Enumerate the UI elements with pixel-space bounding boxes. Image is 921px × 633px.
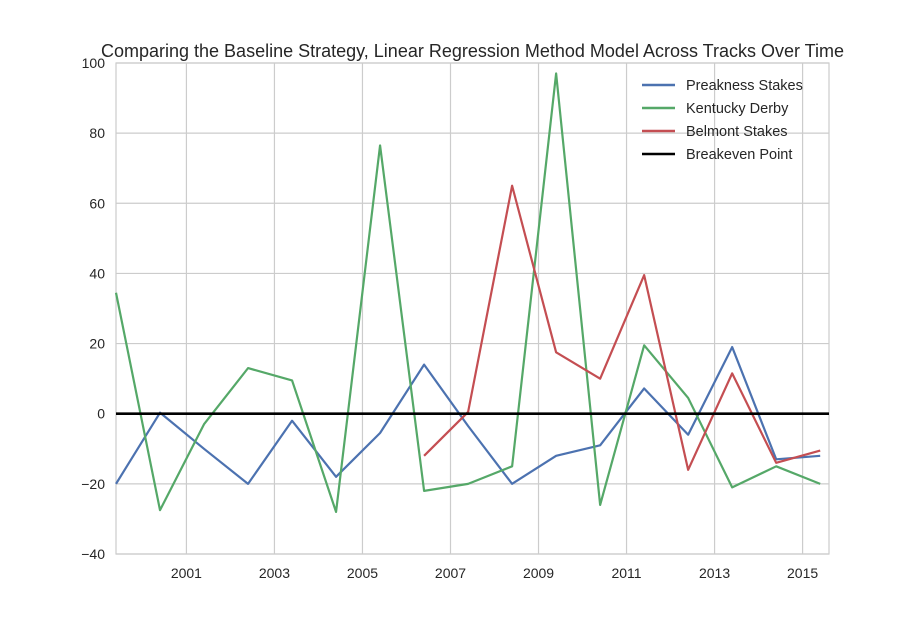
series-1 [114, 72, 821, 514]
legend-item-3: Breakeven Point [642, 147, 792, 163]
x-tick-label-1: 2003 [259, 565, 290, 581]
y-tick-label-3: 20 [89, 336, 105, 352]
series-2 [423, 184, 821, 471]
x-tick-label-0: 2001 [171, 565, 202, 581]
x-tick-label-3: 2007 [435, 565, 466, 581]
legend-label-2: Belmont Stakes [686, 124, 788, 140]
legend-item-2: Belmont Stakes [642, 124, 788, 140]
legend-label-3: Breakeven Point [686, 147, 792, 163]
y-tick-label-0: −40 [81, 546, 105, 562]
x-tick-label-2: 2005 [347, 565, 378, 581]
x-tick-label-5: 2011 [611, 565, 641, 581]
axes [115, 62, 830, 555]
legend: Preakness Stakes Kentucky Derby Belmont St… [642, 78, 803, 163]
y-tick-label-4: 40 [89, 265, 105, 281]
y-tick-label-5: 60 [89, 195, 105, 211]
plot-frame [115, 62, 830, 555]
legend-item-0: Preakness Stakes [642, 78, 803, 94]
x-tick-label-4: 2009 [523, 565, 554, 581]
series-layer [114, 72, 829, 514]
chart-title: Comparing the Baseline Strategy, Linear … [101, 41, 844, 61]
x-tick-label-7: 2015 [787, 565, 818, 581]
y-tick-label-2: 0 [97, 406, 105, 422]
x-tick-label-6: 2013 [699, 565, 730, 581]
series-line-0 [115, 345, 821, 485]
tick-labels: 2001 2003 2005 2007 2009 2011 2013 2015 −40 −20 0 2… [81, 55, 818, 581]
y-tick-label-7: 100 [82, 55, 106, 71]
series-0 [115, 345, 821, 485]
legend-label-1: Kentucky Derby [686, 101, 789, 117]
y-tick-label-1: −20 [81, 476, 105, 492]
y-tick-label-6: 80 [89, 125, 105, 141]
legend-label-0: Preakness Stakes [686, 78, 803, 94]
series-line-1 [114, 72, 821, 514]
legend-item-1: Kentucky Derby [642, 101, 789, 117]
series-line-2 [423, 184, 821, 471]
